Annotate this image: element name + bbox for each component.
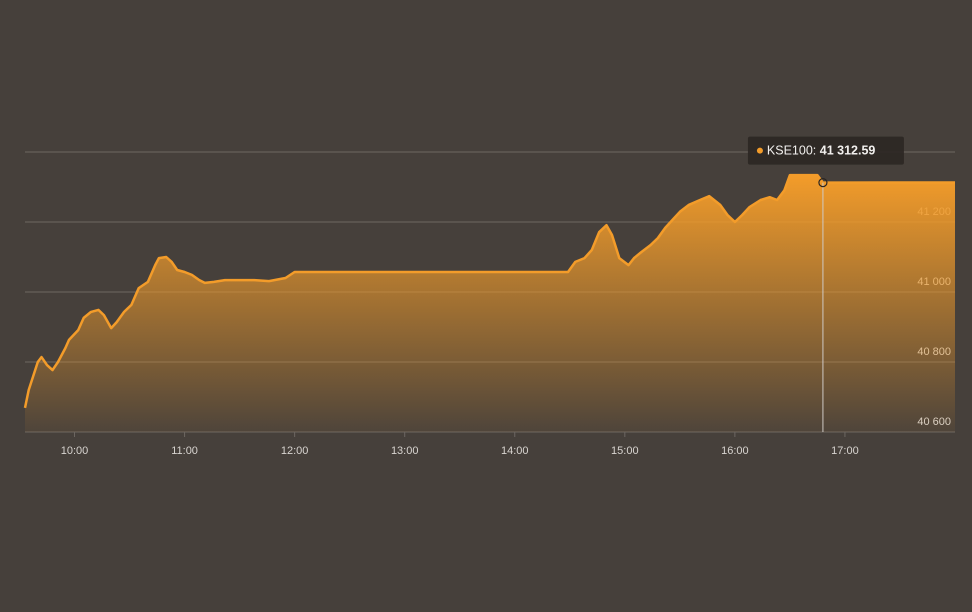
line <box>23 173 956 409</box>
x-tick-label: 13:00 <box>391 445 419 457</box>
tooltip-value: 41 312.59 <box>820 144 876 158</box>
x-tick-label: 12:00 <box>281 445 309 457</box>
x-tick-label: 16:00 <box>721 445 749 457</box>
tooltip-box <box>747 136 904 165</box>
tooltip-series: KSE100 <box>767 144 813 158</box>
tooltip-marker <box>818 177 828 188</box>
x-tick-label: 14:00 <box>501 445 529 457</box>
area <box>25 175 955 432</box>
x-tick-label: 11:00 <box>171 445 198 457</box>
x-tick-label: 15:00 <box>611 445 639 457</box>
x-tick-label: 10:00 <box>61 445 89 457</box>
tooltip-dot <box>756 147 763 154</box>
tooltip-sep: : <box>813 144 820 158</box>
x-tick-label: 17:00 <box>831 445 859 457</box>
tooltip-text: KSE100: 41 312.59 <box>767 144 875 158</box>
